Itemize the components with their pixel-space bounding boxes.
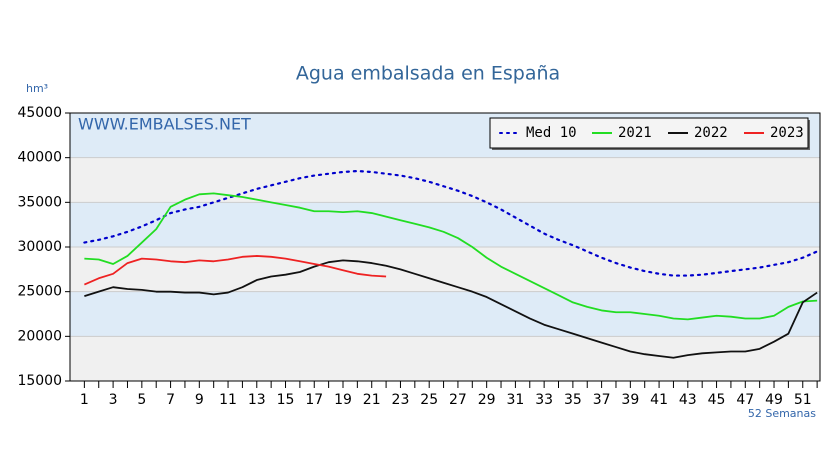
x-tick-label: 39 — [621, 392, 639, 408]
x-tick-label: 27 — [449, 392, 467, 408]
series-line — [83, 169, 819, 277]
x-tick-label: 35 — [564, 392, 582, 408]
y-tick-label: 15000 — [17, 373, 62, 389]
x-tick-label: 29 — [478, 392, 496, 408]
x-tick-label: 23 — [392, 392, 410, 408]
y-tick-label: 40000 — [17, 150, 62, 166]
x-tick-label: 17 — [305, 392, 323, 408]
y-tick-label: 25000 — [17, 284, 62, 300]
x-tick-label: 5 — [137, 392, 146, 408]
plot-frame — [69, 112, 821, 382]
x-tick-label: 49 — [765, 392, 783, 408]
y-tick-label: 35000 — [17, 194, 62, 210]
x-tick-label: 9 — [195, 392, 204, 408]
y-unit: hm³ — [26, 82, 48, 95]
legend-label: 2022 — [694, 125, 728, 141]
x-tick-label: 45 — [708, 392, 726, 408]
legend-label: 2023 — [770, 125, 804, 141]
x-tick-label: 33 — [535, 392, 553, 408]
y-tick-label: 20000 — [17, 328, 62, 344]
x-tick-label: 37 — [593, 392, 611, 408]
x-tick-label: 21 — [363, 392, 381, 408]
x-tick-label: 13 — [248, 392, 266, 408]
y-tick-label: 30000 — [17, 239, 62, 255]
x-tick-label: 51 — [794, 392, 812, 408]
plot-band — [70, 247, 820, 292]
x-tick-label: 1 — [80, 392, 89, 408]
plot-band — [70, 202, 820, 247]
plot-band — [70, 157, 820, 203]
chart-title: Agua embalsada en España — [296, 63, 560, 85]
plot-band — [70, 291, 820, 337]
legend-label: Med 10 — [526, 125, 577, 141]
watermark: WWW.EMBALSES.NET — [78, 115, 251, 134]
x-tick-label: 41 — [650, 392, 668, 408]
x-tick-label: 31 — [506, 392, 524, 408]
x-tick-label: 47 — [736, 392, 754, 408]
x-tick-label: 25 — [420, 392, 438, 408]
x-tick-label: 3 — [109, 392, 118, 408]
plot-band — [70, 336, 820, 381]
x-tick-label: 11 — [219, 392, 237, 408]
y-tick-label: 45000 — [17, 105, 62, 121]
series-line — [84, 259, 818, 359]
x-unit: 52 Semanas — [748, 407, 816, 420]
x-tick-label: 19 — [334, 392, 352, 408]
x-tick-label: 15 — [277, 392, 295, 408]
series-line — [84, 255, 387, 286]
series-line — [84, 192, 818, 321]
x-tick-label: 7 — [166, 392, 175, 408]
legend-label: 2021 — [618, 125, 652, 141]
x-tick-label: 43 — [679, 392, 697, 408]
